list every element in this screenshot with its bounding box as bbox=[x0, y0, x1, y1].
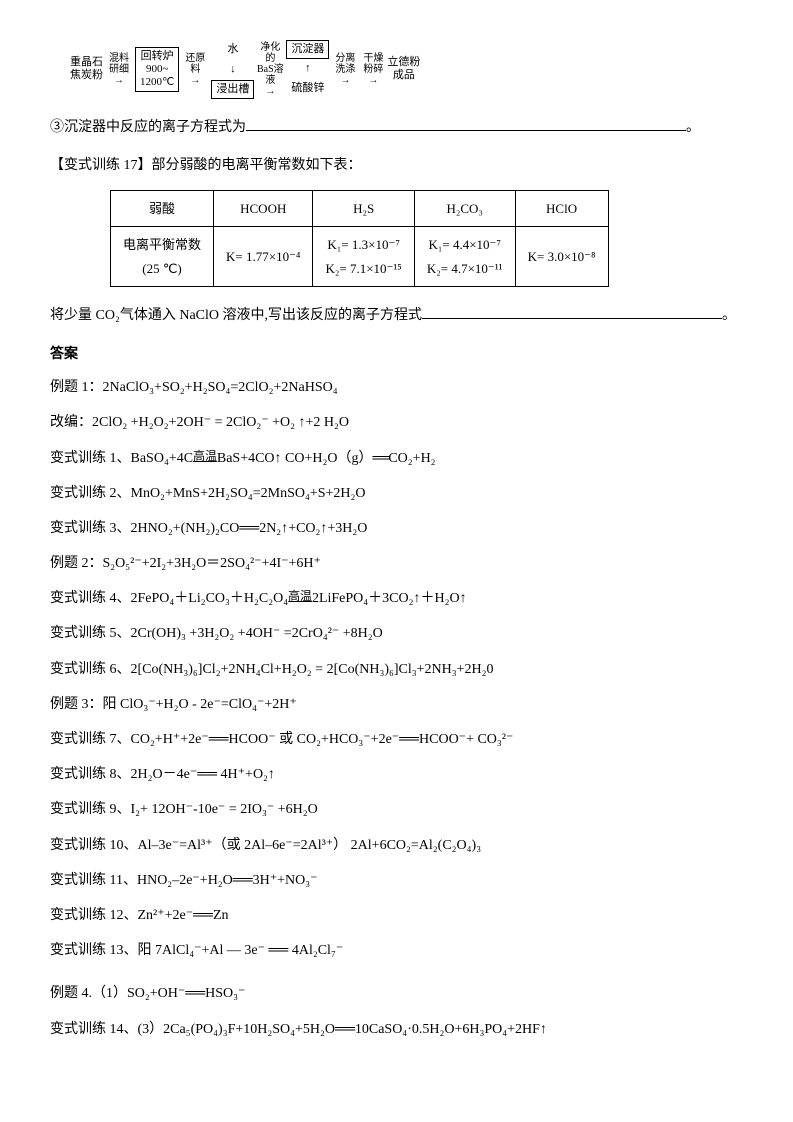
equals-sign-1: ══ bbox=[373, 451, 389, 466]
flow-arrow-4-top: 分离 bbox=[335, 53, 355, 64]
answer-practice-1-b: BaS+4CO↑ CO+H₂O（g） bbox=[217, 451, 373, 466]
flow-arrow-5-top: 干燥 bbox=[363, 53, 383, 64]
flow-box-precipitator: 沉淀器 bbox=[286, 40, 329, 59]
flow-box-furnace: 回转炉 900~ 1200℃ bbox=[135, 47, 179, 93]
up-arrow-icon: ↑ bbox=[305, 59, 311, 79]
answer-practice-11: 变式训练 11、HNO₂–2e⁻+H₂O══3H⁺+NO₃⁻ bbox=[50, 868, 743, 893]
table-cell-h2s: K₁= 1.3×10⁻⁷ K₂= 7.1×10⁻¹⁵ bbox=[313, 227, 414, 287]
table-data-row: 电离平衡常数 (25 ℃) K= 1.77×10⁻⁴ K₁= 1.3×10⁻⁷ … bbox=[111, 227, 609, 287]
flow-box-1-line1: 回转炉 bbox=[141, 50, 174, 62]
flow-arrow-2-label: 还原料 bbox=[185, 53, 205, 75]
answer-practice-5: 变式训练 5、2Cr(OH)₃ +3H₂O₂ +4OH⁻ =2CrO₄²⁻ +8… bbox=[50, 621, 743, 646]
flow-precipitator-column: 沉淀器 ↑ 硫酸锌 bbox=[286, 40, 329, 99]
question-17-text: 将少量 CO₂气体通入 NaClO 溶液中,写出该反应的离子方程式 。 bbox=[50, 302, 743, 330]
answer-practice-4-a: 变式训练 4、2FePO₄＋Li₂CO₃＋H₂C₂O₄ bbox=[50, 591, 288, 606]
answers-heading: 答案 bbox=[50, 342, 743, 367]
flow-arrow-3-bot: BaS溶液 bbox=[257, 64, 284, 86]
flow-arrow-1-bot: 研细 bbox=[109, 64, 129, 75]
high-temp-label-1: 高温 bbox=[193, 449, 217, 463]
table-cell-hcooh: K= 1.77×10⁻⁴ bbox=[214, 227, 313, 287]
answer-practice-1-c: CO₂+H₂ bbox=[388, 451, 435, 466]
answer-practice-9: 变式训练 9、I₂+ 12OH⁻-10e⁻ = 2IO₃⁻ +6H₂O bbox=[50, 797, 743, 822]
high-temp-label-2: 高温 bbox=[288, 589, 312, 603]
answer-revised: 改编：2ClO₂ +H₂O₂+2OH⁻ = 2ClO₂⁻ +O₂ ↑+2 H₂O bbox=[50, 410, 743, 435]
question-17-intro: 【变式训练 17】部分弱酸的电离平衡常数如下表： bbox=[50, 152, 743, 180]
flow-end-line1: 立德粉 bbox=[387, 56, 420, 68]
answer-practice-7: 变式训练 7、CO₂+H⁺+2e⁻══HCOO⁻ 或 CO₂+HCO₃⁻+2e⁻… bbox=[50, 727, 743, 752]
answer-example-4: 例题 4.（1）SO₂+OH⁻══HSO₃⁻ bbox=[50, 981, 743, 1006]
flow-arrow-5-bot: 粉碎 bbox=[363, 64, 383, 75]
answer-practice-1-a: 变式训练 1、BaSO₄+4C bbox=[50, 451, 193, 466]
table-header-hclo: HClO bbox=[515, 190, 608, 226]
flow-start-line1: 重晶石 bbox=[70, 56, 103, 68]
flow-arrow-2: 还原料 bbox=[181, 53, 209, 86]
blank-fill-line-2 bbox=[422, 305, 722, 319]
table-header-row: 弱酸 HCOOH H₂S H₂CO₃ HClO bbox=[111, 190, 609, 226]
answer-practice-12: 变式训练 12、Zn²⁺+2e⁻══Zn bbox=[50, 903, 743, 928]
down-arrow-icon: ↓ bbox=[230, 60, 236, 80]
table-cell-hclo: K= 3.0×10⁻⁸ bbox=[515, 227, 608, 287]
question-17-prompt: 将少量 CO₂气体通入 NaClO 溶液中,写出该反应的离子方程式 bbox=[50, 308, 422, 323]
answer-practice-3: 变式训练 3、2HNO₂+(NH₂)₂CO══2N₂↑+CO₂↑+3H₂O bbox=[50, 516, 743, 541]
answer-practice-2: 变式训练 2、MnO₂+MnS+2H₂SO₄=2MnSO₄+S+2H₂O bbox=[50, 481, 743, 506]
table-header-acid: 弱酸 bbox=[111, 190, 214, 226]
table-cell-h2s-k2: K₂= 7.1×10⁻¹⁵ bbox=[325, 261, 401, 276]
answer-example-2: 例题 2：S₂O₅²⁻+2I₂+3H₂O＝2SO₄²⁻+4I⁻+6H⁺ bbox=[50, 551, 743, 576]
table-row-label-2: (25 ℃) bbox=[142, 261, 182, 276]
flow-arrow-1-top: 混料 bbox=[109, 53, 129, 64]
flow-end-line2: 成品 bbox=[393, 69, 415, 81]
process-flow-diagram: 重晶石 焦炭粉 混料 研细 回转炉 900~ 1200℃ 还原料 水 ↓ 浸出槽… bbox=[70, 40, 723, 99]
flow-arrow-3-top: 净化的 bbox=[260, 42, 280, 64]
flow-arrow-4: 分离 洗涤 bbox=[331, 53, 359, 86]
answer-practice-4-b: 2LiFePO₄＋3CO₂↑＋H₂O↑ bbox=[312, 591, 467, 606]
answer-practice-6: 变式训练 6、2[Co(NH₃)₆]Cl₂+2NH₄Cl+H₂O₂ = 2[Co… bbox=[50, 657, 743, 682]
table-cell-h2co3-k1: K₁= 4.4×10⁻⁷ bbox=[428, 237, 500, 252]
table-header-h2s: H₂S bbox=[313, 190, 414, 226]
table-row-label-1: 电离平衡常数 bbox=[123, 237, 201, 252]
answer-practice-10: 变式训练 10、Al–3e⁻=Al³⁺（或 2Al–6e⁻=2Al³⁺） 2Al… bbox=[50, 833, 743, 858]
table-cell-h2co3-k2: K₂= 4.7×10⁻¹¹ bbox=[427, 261, 503, 276]
question-3-period: 。 bbox=[686, 120, 700, 135]
flow-arrow-4-bot: 洗涤 bbox=[335, 64, 355, 75]
answer-practice-13: 变式训练 13、阳 7AlCl₄⁻+Al — 3e⁻ ══ 4Al₂Cl₇⁻ bbox=[50, 938, 743, 963]
flow-water-label: 水 bbox=[227, 40, 238, 60]
flow-zinc-label: 硫酸锌 bbox=[291, 79, 324, 99]
blank-fill-line bbox=[246, 117, 686, 131]
question-3-label: ③沉淀器中反应的离子方程式为 bbox=[50, 120, 246, 135]
flow-start-line2: 焦炭粉 bbox=[70, 69, 103, 81]
table-header-h2co3: H₂CO₃ bbox=[414, 190, 515, 226]
flow-end: 立德粉 成品 bbox=[387, 56, 420, 82]
table-cell-h2co3: K₁= 4.4×10⁻⁷ K₂= 4.7×10⁻¹¹ bbox=[414, 227, 515, 287]
flow-box-1-line3: 1200℃ bbox=[140, 76, 174, 88]
answer-practice-1: 变式训练 1、BaSO₄+4C高温BaS+4CO↑ CO+H₂O（g）══CO₂… bbox=[50, 446, 743, 471]
flow-box-1-line2: 900~ bbox=[146, 63, 168, 75]
flow-water-column: 水 ↓ 浸出槽 bbox=[211, 40, 254, 99]
flow-start: 重晶石 焦炭粉 bbox=[70, 56, 103, 82]
flow-arrow-1: 混料 研细 bbox=[105, 53, 133, 86]
ionization-constants-table: 弱酸 HCOOH H₂S H₂CO₃ HClO 电离平衡常数 (25 ℃) K=… bbox=[110, 190, 609, 287]
flow-arrow-3: 净化的 BaS溶液 bbox=[256, 42, 284, 97]
answer-practice-4: 变式训练 4、2FePO₄＋Li₂CO₃＋H₂C₂O₄高温2LiFePO₄＋3C… bbox=[50, 586, 743, 611]
question-3: ③沉淀器中反应的离子方程式为 。 bbox=[50, 114, 743, 142]
flow-arrow-5: 干燥 粉碎 bbox=[361, 53, 385, 86]
answer-practice-8: 变式训练 8、2H₂O－4e⁻══ 4H⁺+O₂↑ bbox=[50, 762, 743, 787]
table-cell-h2s-k1: K₁= 1.3×10⁻⁷ bbox=[327, 237, 399, 252]
flow-box-leach: 浸出槽 bbox=[211, 80, 254, 99]
question-17-period: 。 bbox=[722, 308, 736, 323]
table-row-label: 电离平衡常数 (25 ℃) bbox=[111, 227, 214, 287]
answer-practice-14: 变式训练 14、(3）2Ca₅(PO₄)₃F+10H₂SO₄+5H₂O══10C… bbox=[50, 1017, 743, 1042]
table-header-hcooh: HCOOH bbox=[214, 190, 313, 226]
answer-example-1: 例题 1：2NaClO₃+SO₂+H₂SO₄=2ClO₂+2NaHSO₄ bbox=[50, 375, 743, 400]
answer-example-3: 例题 3：阳 ClO₃⁻+H₂O - 2e⁻=ClO₄⁻+2H⁺ bbox=[50, 692, 743, 717]
